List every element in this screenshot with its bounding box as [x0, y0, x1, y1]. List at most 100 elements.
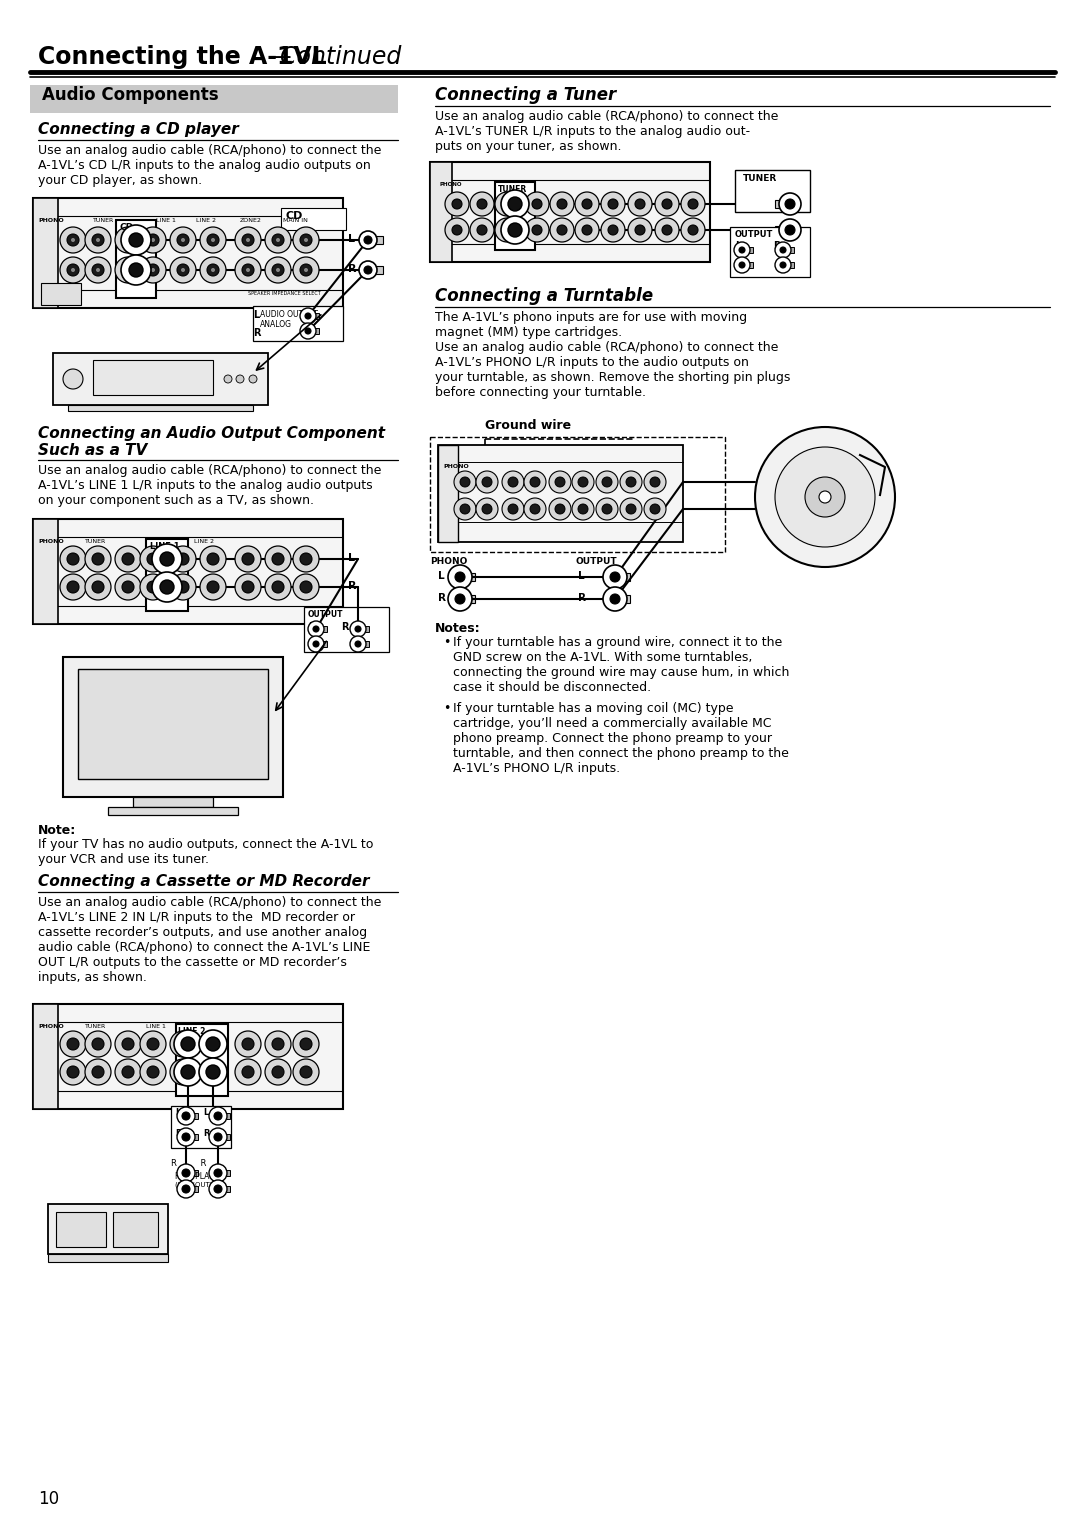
Circle shape — [183, 1169, 190, 1177]
Circle shape — [549, 497, 571, 520]
Circle shape — [151, 269, 156, 272]
Circle shape — [482, 478, 492, 487]
Circle shape — [147, 581, 159, 594]
Circle shape — [140, 574, 166, 600]
Text: LINE 1: LINE 1 — [150, 542, 179, 551]
Circle shape — [654, 218, 679, 243]
Circle shape — [620, 472, 642, 493]
Text: TUNER: TUNER — [85, 1024, 106, 1029]
Circle shape — [313, 626, 319, 632]
Circle shape — [272, 233, 284, 246]
Text: L: L — [438, 571, 445, 581]
Circle shape — [237, 375, 244, 383]
Bar — [430, 162, 453, 262]
Circle shape — [242, 1067, 254, 1077]
Bar — [775, 226, 789, 233]
Bar — [495, 182, 535, 250]
Text: TUNER: TUNER — [498, 185, 527, 194]
Text: Use an analog audio cable (RCA/phono) to connect the
A-1VL’s LINE 1 L/R inputs t: Use an analog audio cable (RCA/phono) to… — [38, 464, 381, 507]
Circle shape — [183, 1112, 190, 1120]
Circle shape — [785, 224, 795, 235]
Circle shape — [200, 227, 226, 253]
Text: PHONO: PHONO — [38, 1024, 64, 1029]
Circle shape — [805, 478, 845, 517]
Bar — [361, 626, 369, 632]
Circle shape — [364, 237, 372, 244]
Circle shape — [114, 574, 141, 600]
Circle shape — [779, 192, 801, 215]
Bar — [53, 353, 268, 404]
Bar — [311, 328, 319, 334]
Circle shape — [650, 478, 660, 487]
Circle shape — [85, 546, 111, 572]
Bar — [730, 227, 810, 278]
Bar — [745, 247, 753, 253]
Circle shape — [140, 256, 166, 282]
Bar — [190, 1112, 198, 1119]
Circle shape — [293, 1059, 319, 1085]
Bar — [618, 595, 630, 603]
Bar — [745, 262, 753, 269]
Circle shape — [460, 478, 470, 487]
Circle shape — [181, 1065, 195, 1079]
Circle shape — [122, 233, 134, 246]
Circle shape — [780, 247, 786, 253]
Circle shape — [85, 227, 111, 253]
Circle shape — [476, 497, 498, 520]
Circle shape — [610, 572, 620, 581]
Circle shape — [508, 504, 518, 514]
Bar — [430, 162, 710, 262]
Circle shape — [211, 269, 215, 272]
Text: LINE 2: LINE 2 — [195, 218, 216, 223]
Circle shape — [207, 581, 219, 594]
Circle shape — [650, 504, 660, 514]
Circle shape — [129, 233, 143, 247]
Circle shape — [603, 588, 627, 610]
Circle shape — [303, 269, 308, 272]
Circle shape — [242, 233, 254, 246]
Text: 10: 10 — [38, 1489, 59, 1508]
Text: PHONO: PHONO — [443, 464, 469, 468]
Circle shape — [620, 497, 642, 520]
Text: TUNER: TUNER — [743, 174, 778, 183]
Circle shape — [524, 472, 546, 493]
Text: ZONE2: ZONE2 — [240, 218, 261, 223]
Circle shape — [530, 504, 540, 514]
Bar — [253, 307, 343, 340]
Circle shape — [235, 227, 261, 253]
Circle shape — [662, 224, 672, 235]
Circle shape — [734, 256, 750, 273]
Circle shape — [60, 574, 86, 600]
Circle shape — [151, 238, 156, 243]
Circle shape — [501, 191, 529, 218]
Circle shape — [235, 1032, 261, 1058]
Text: L: L — [578, 571, 584, 581]
Text: PHONO: PHONO — [38, 218, 64, 223]
Circle shape — [300, 1067, 312, 1077]
Circle shape — [508, 197, 522, 211]
Circle shape — [448, 588, 472, 610]
Circle shape — [207, 1038, 219, 1050]
Circle shape — [654, 192, 679, 217]
Circle shape — [300, 581, 312, 594]
Circle shape — [85, 1059, 111, 1085]
Circle shape — [470, 192, 494, 217]
Bar — [789, 443, 812, 455]
Circle shape — [635, 224, 645, 235]
Circle shape — [602, 478, 612, 487]
Text: R: R — [348, 264, 356, 275]
Circle shape — [265, 1059, 291, 1085]
Circle shape — [549, 472, 571, 493]
Bar — [33, 519, 343, 624]
Text: OUTPUT: OUTPUT — [735, 230, 773, 240]
Circle shape — [60, 1059, 86, 1085]
Text: R: R — [578, 594, 586, 603]
Circle shape — [160, 580, 174, 594]
Circle shape — [734, 243, 750, 258]
Circle shape — [177, 233, 189, 246]
Bar — [372, 237, 383, 244]
Circle shape — [265, 227, 291, 253]
Circle shape — [60, 256, 86, 282]
Circle shape — [206, 1065, 220, 1079]
Text: (IN)  (OUT): (IN) (OUT) — [175, 1181, 213, 1187]
